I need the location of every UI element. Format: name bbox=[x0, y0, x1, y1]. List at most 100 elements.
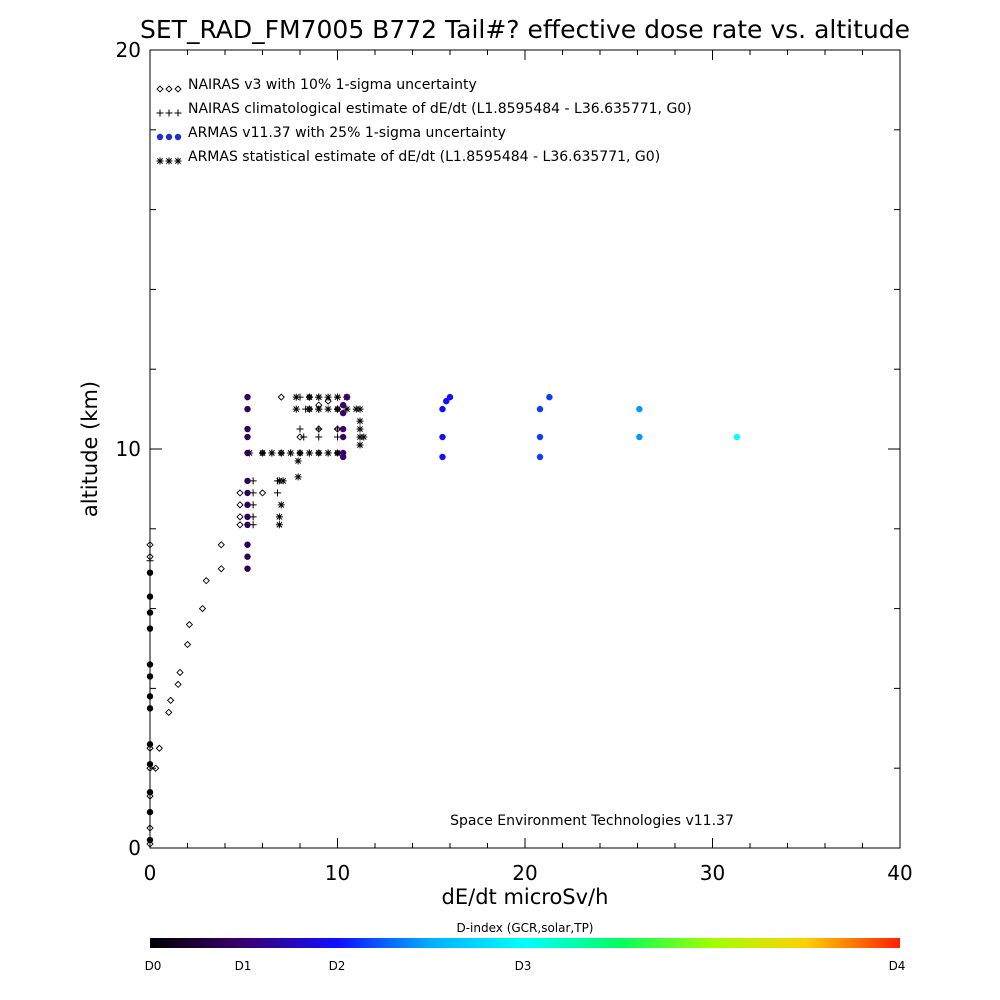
diamond-marker bbox=[277, 393, 285, 401]
asterisk-marker bbox=[156, 157, 164, 165]
diamond-marker bbox=[165, 85, 173, 93]
diamond-marker bbox=[174, 85, 182, 93]
dot-marker bbox=[156, 133, 164, 141]
plus-marker bbox=[249, 513, 257, 521]
diamond-marker bbox=[296, 433, 304, 441]
plus-marker bbox=[249, 477, 257, 485]
plus-marker bbox=[249, 501, 257, 509]
plus-marker bbox=[315, 425, 323, 433]
diamond-marker bbox=[324, 397, 332, 405]
diamond-marker bbox=[151, 764, 160, 772]
dot-marker bbox=[244, 553, 251, 560]
diamond-marker bbox=[236, 489, 244, 497]
asterisk-marker bbox=[360, 433, 368, 441]
diamond-marker bbox=[236, 501, 244, 509]
asterisk-marker bbox=[165, 157, 173, 165]
dot-marker bbox=[146, 673, 154, 680]
asterisk-marker bbox=[352, 405, 360, 413]
diamond-marker bbox=[165, 708, 173, 716]
colorbar-label: D0 bbox=[145, 959, 162, 973]
asterisk-marker bbox=[275, 477, 283, 485]
x-tick-label: 30 bbox=[700, 861, 725, 885]
colorbar-label: D2 bbox=[329, 959, 346, 973]
dot-marker bbox=[146, 609, 154, 616]
x-tick-label: 10 bbox=[325, 861, 350, 885]
y-tick-label: 20 bbox=[116, 38, 141, 62]
asterisk-marker bbox=[277, 449, 285, 457]
dot-marker bbox=[536, 433, 544, 441]
dot-marker bbox=[636, 433, 643, 441]
asterisk-marker bbox=[294, 457, 302, 465]
dot-marker bbox=[244, 501, 251, 509]
plus-marker bbox=[156, 109, 164, 117]
plus-marker bbox=[334, 433, 341, 441]
asterisk-marker bbox=[315, 449, 323, 457]
data-points bbox=[146, 393, 741, 848]
plus-marker bbox=[274, 489, 281, 497]
asterisk-marker bbox=[315, 393, 323, 401]
diamond-marker bbox=[217, 565, 225, 573]
dot-marker bbox=[339, 425, 347, 433]
diamond-marker bbox=[174, 680, 182, 689]
dot-marker bbox=[146, 625, 154, 632]
dot-marker bbox=[443, 397, 450, 405]
asterisk-marker bbox=[356, 433, 364, 441]
diamond-marker bbox=[166, 696, 175, 705]
dot-marker bbox=[339, 401, 347, 409]
dot-marker bbox=[636, 405, 643, 413]
diamond-marker bbox=[217, 541, 225, 549]
dot-marker bbox=[165, 133, 173, 141]
x-axis-label: dE/dt microSv/h bbox=[442, 885, 609, 909]
dot-marker bbox=[146, 836, 154, 844]
dot-marker bbox=[244, 477, 251, 485]
dot-marker bbox=[439, 405, 446, 413]
dot-marker bbox=[439, 433, 446, 441]
diamond-marker bbox=[146, 541, 154, 549]
dot-marker bbox=[339, 409, 347, 417]
asterisk-marker bbox=[294, 473, 302, 481]
diamond-marker bbox=[198, 604, 207, 613]
plus-marker bbox=[249, 521, 257, 529]
legend-item-label: NAIRAS climatological estimate of dE/dt … bbox=[188, 101, 692, 117]
diamond-marker bbox=[236, 521, 244, 529]
asterisk-marker bbox=[334, 393, 341, 401]
asterisk-marker bbox=[292, 405, 300, 413]
asterisk-marker bbox=[305, 393, 313, 401]
dot-marker bbox=[146, 661, 154, 668]
asterisk-marker bbox=[305, 405, 313, 413]
axis-tick-labels: 0 10 20 30 40 0 10 20 bbox=[116, 38, 913, 885]
colorbar-label: D4 bbox=[889, 959, 906, 973]
x-tick-label: 0 bbox=[144, 861, 157, 885]
legend-item-label: ARMAS statistical estimate of dE/dt (L1.… bbox=[188, 149, 660, 165]
diamond-marker bbox=[146, 824, 154, 832]
y-tick-label: 10 bbox=[116, 437, 141, 461]
asterisk-marker bbox=[275, 521, 283, 529]
asterisk-marker bbox=[334, 449, 341, 457]
asterisk-marker bbox=[324, 405, 332, 413]
plus-marker bbox=[315, 433, 323, 441]
plus-marker bbox=[174, 109, 182, 117]
y-axis-label: altitude (km) bbox=[78, 381, 102, 517]
asterisk-marker bbox=[324, 449, 332, 457]
dot-marker bbox=[146, 761, 154, 768]
plus-marker bbox=[296, 425, 304, 433]
diamond-marker bbox=[156, 85, 164, 93]
x-tick-label: 20 bbox=[512, 861, 537, 885]
plus-marker bbox=[300, 433, 308, 441]
asterisk-marker bbox=[174, 157, 182, 165]
plus-marker bbox=[165, 109, 173, 117]
asterisk-marker bbox=[334, 405, 341, 413]
dot-marker bbox=[244, 489, 251, 497]
dot-marker bbox=[733, 433, 741, 441]
asterisk-marker bbox=[259, 449, 266, 457]
plus-marker bbox=[334, 425, 341, 433]
asterisk-marker bbox=[343, 405, 351, 413]
diamond-marker bbox=[183, 640, 192, 649]
dot-marker bbox=[439, 453, 446, 461]
asterisk-marker bbox=[268, 449, 276, 457]
diamond-marker bbox=[202, 577, 210, 585]
legend-item-label: NAIRAS v3 with 10% 1-sigma uncertainty bbox=[188, 77, 477, 93]
dot-marker bbox=[339, 449, 347, 457]
diamond-marker bbox=[146, 744, 154, 752]
plus-marker bbox=[146, 557, 154, 565]
